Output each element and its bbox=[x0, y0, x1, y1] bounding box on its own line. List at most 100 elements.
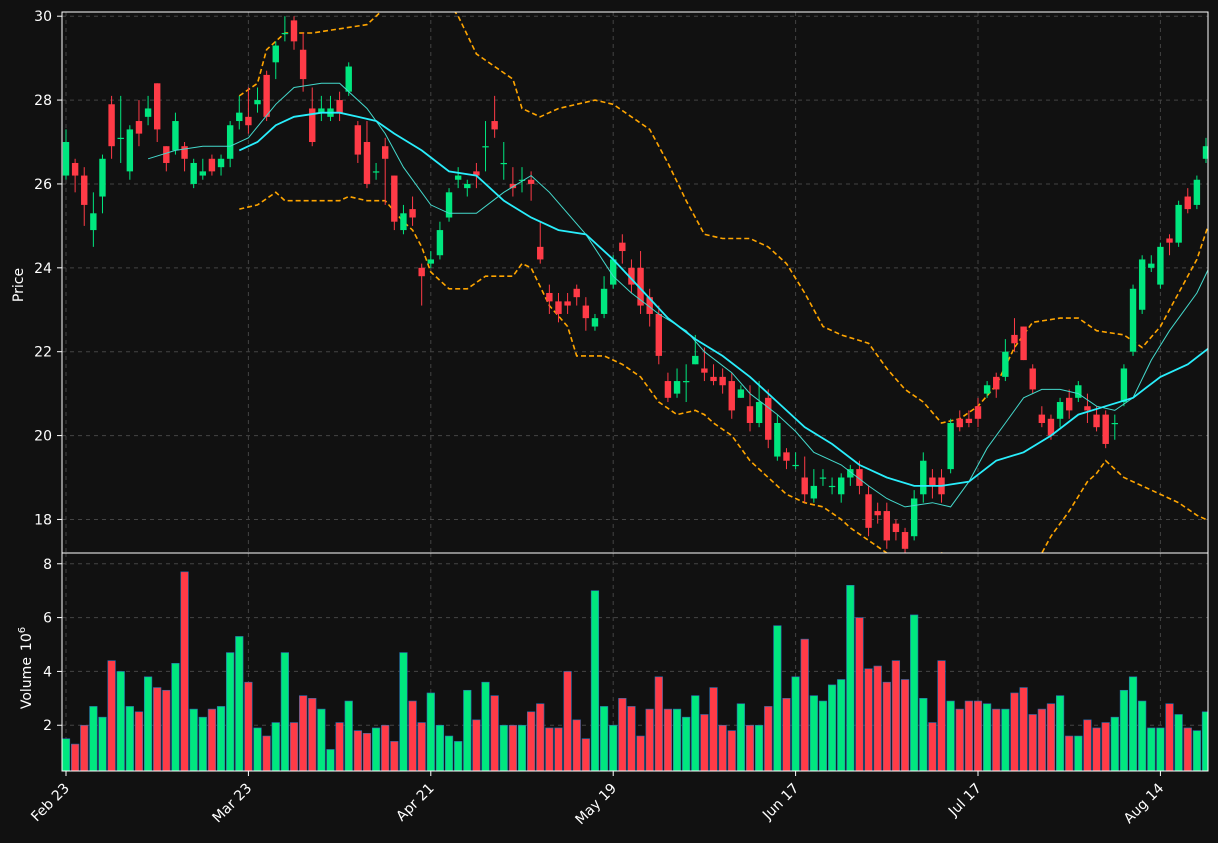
candle-body bbox=[345, 66, 352, 92]
candle bbox=[1184, 188, 1191, 214]
candle-body bbox=[1138, 259, 1146, 310]
volume-bar bbox=[435, 724, 445, 771]
candle bbox=[354, 121, 362, 163]
volume-bar bbox=[691, 695, 700, 771]
volume-bar bbox=[1001, 708, 1010, 771]
candle bbox=[628, 259, 635, 293]
candle-body bbox=[199, 171, 206, 176]
candle-body bbox=[81, 175, 88, 205]
candle-body bbox=[892, 523, 900, 533]
candle bbox=[947, 418, 954, 474]
candle-body bbox=[126, 129, 134, 172]
volume-bar bbox=[1074, 735, 1083, 771]
candle-body bbox=[755, 402, 763, 423]
volume-bar bbox=[189, 708, 198, 771]
volume-bar bbox=[371, 727, 381, 771]
volume-bar bbox=[216, 706, 226, 771]
candle bbox=[1120, 364, 1128, 407]
candle bbox=[1166, 234, 1173, 256]
candle bbox=[281, 16, 289, 42]
candle bbox=[1111, 414, 1118, 440]
volume-bar bbox=[517, 724, 527, 771]
candle-body bbox=[1102, 414, 1109, 444]
candle-body bbox=[318, 108, 325, 113]
candle-body bbox=[1111, 422, 1118, 425]
candle-body bbox=[610, 259, 617, 285]
candle-body bbox=[382, 146, 389, 159]
candle-body bbox=[309, 108, 316, 143]
volume-bar bbox=[1055, 695, 1065, 771]
volume-bar bbox=[672, 708, 682, 771]
candle bbox=[710, 364, 717, 386]
candle-body bbox=[1056, 402, 1064, 419]
volume-bar bbox=[800, 638, 809, 771]
candle-body bbox=[1084, 406, 1091, 411]
volume-bar bbox=[992, 708, 1001, 771]
candle bbox=[956, 410, 963, 432]
candle-body bbox=[847, 469, 854, 478]
candle bbox=[436, 221, 444, 260]
candle-body bbox=[883, 511, 890, 541]
candle-body bbox=[1020, 326, 1027, 361]
candle-body bbox=[518, 179, 526, 181]
candle-body bbox=[537, 246, 544, 260]
volume-bar bbox=[636, 735, 645, 771]
volume-bar bbox=[1192, 730, 1201, 771]
candle-body bbox=[874, 511, 881, 516]
volume-axis-ticks: 2 4 6 8 bbox=[43, 557, 62, 734]
volume-bar bbox=[153, 687, 162, 771]
volume-bar bbox=[1128, 676, 1138, 771]
candle bbox=[600, 276, 608, 319]
candle-body bbox=[673, 381, 681, 394]
volume-bar bbox=[381, 724, 390, 771]
volume-bar bbox=[590, 590, 600, 771]
candle-body bbox=[1148, 263, 1155, 268]
volume-bar bbox=[736, 703, 745, 771]
candle bbox=[245, 87, 252, 134]
volume-bar bbox=[244, 681, 253, 771]
candle-body bbox=[701, 368, 708, 373]
volume-bar bbox=[882, 681, 891, 771]
volume-bar bbox=[973, 700, 983, 771]
volume-bar bbox=[627, 706, 636, 771]
candle bbox=[1202, 137, 1208, 163]
volume-bar bbox=[837, 679, 846, 771]
candle-body bbox=[901, 532, 909, 549]
candle bbox=[1020, 326, 1027, 361]
volume-bar bbox=[1046, 703, 1056, 771]
candle-body bbox=[1157, 246, 1164, 285]
candle bbox=[491, 95, 498, 138]
candle bbox=[874, 502, 881, 524]
candle bbox=[765, 389, 772, 449]
candle bbox=[482, 121, 489, 172]
volume-bar bbox=[390, 741, 399, 771]
volume-bar bbox=[490, 695, 499, 771]
candle bbox=[682, 364, 690, 403]
volume-bar bbox=[1092, 727, 1101, 771]
candle bbox=[1175, 200, 1182, 247]
volume-bar bbox=[134, 711, 144, 771]
candle-body bbox=[254, 100, 261, 105]
candle bbox=[847, 464, 854, 486]
candle bbox=[272, 41, 279, 80]
candle-body bbox=[856, 469, 863, 486]
candle bbox=[728, 372, 735, 419]
candle-body bbox=[263, 74, 270, 117]
candle bbox=[400, 204, 407, 235]
candle-body bbox=[473, 171, 480, 176]
volume-bar bbox=[444, 735, 454, 771]
candle-body bbox=[400, 213, 407, 231]
volume-bar bbox=[1174, 714, 1183, 771]
candle-body bbox=[99, 158, 106, 197]
candle bbox=[993, 372, 1000, 398]
volume-bar bbox=[536, 703, 545, 771]
volume-bar bbox=[353, 730, 362, 771]
volume-bar bbox=[463, 689, 472, 771]
candle bbox=[810, 469, 818, 503]
candle bbox=[418, 263, 425, 306]
volume-bar bbox=[1010, 692, 1019, 771]
volume-bar bbox=[1101, 722, 1110, 771]
candle bbox=[208, 154, 216, 176]
volume-bar bbox=[1183, 727, 1192, 771]
